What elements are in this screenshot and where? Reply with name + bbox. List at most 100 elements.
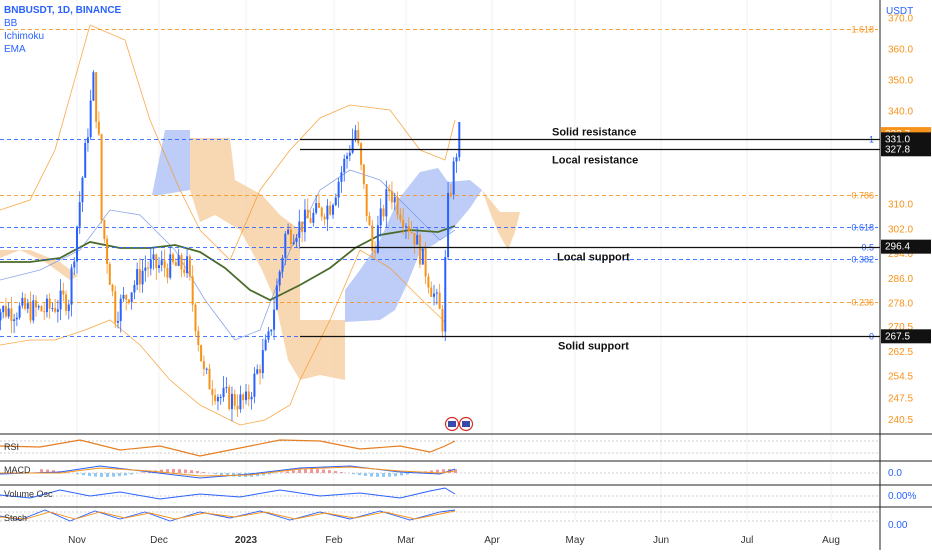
candle: [95, 72, 97, 129]
candle: [237, 394, 239, 417]
candle: [49, 293, 51, 319]
macd-histogram-bar: [178, 469, 181, 473]
candle: [109, 262, 111, 285]
candle-body: [27, 303, 29, 309]
candle: [301, 222, 303, 243]
candle-body: [256, 369, 258, 373]
candle-body: [307, 210, 309, 219]
candle: [30, 292, 32, 324]
candle-body: [340, 172, 342, 181]
candle: [172, 252, 174, 264]
macd-histogram-bar: [280, 472, 283, 473]
candle: [453, 157, 455, 199]
price-tick: 240.5: [888, 415, 913, 426]
candle: [383, 205, 385, 221]
symbol-title[interactable]: BNBUSDT, 1D, BINANCE: [4, 4, 121, 17]
candle: [388, 184, 390, 200]
candle-body: [0, 312, 1, 320]
candle-body: [8, 308, 10, 316]
candle: [253, 367, 255, 403]
candle-body: [183, 269, 185, 273]
stoch-label: Stoch: [4, 513, 27, 523]
candle: [54, 299, 56, 314]
candle-body: [368, 216, 370, 225]
candle: [120, 294, 122, 332]
candle: [147, 261, 149, 277]
candle-body: [276, 285, 278, 309]
candle: [5, 298, 7, 319]
candle-body: [147, 268, 149, 269]
candle-body: [363, 165, 365, 184]
candle: [444, 250, 446, 341]
candle: [46, 295, 48, 318]
candle-body: [444, 257, 446, 332]
flag-icon-fill: [448, 421, 456, 427]
candle: [343, 154, 345, 181]
solid-support-badge: 267.5: [885, 331, 910, 342]
macd-histogram-bar: [202, 472, 205, 473]
candle: [312, 208, 314, 226]
candle-body: [60, 291, 62, 310]
macd-histogram-bar: [214, 473, 217, 474]
macd-histogram-bar: [106, 473, 109, 477]
rsi-line: [0, 440, 455, 456]
candle: [98, 111, 100, 136]
candle-body: [155, 254, 157, 268]
candle: [455, 153, 457, 173]
candle: [338, 178, 340, 208]
macd-label: MACD: [4, 465, 31, 475]
candle-body: [383, 208, 385, 216]
candle: [259, 365, 261, 385]
candle: [8, 302, 10, 318]
candle: [422, 249, 424, 265]
candle-body: [203, 361, 205, 369]
candle: [128, 299, 130, 305]
indicator-ema[interactable]: EMA: [4, 43, 121, 56]
candle-body: [166, 268, 168, 278]
candle-body: [397, 197, 399, 215]
candle-body: [180, 255, 182, 269]
candle: [155, 253, 157, 280]
candle-body: [312, 213, 314, 223]
candle-body: [273, 310, 275, 330]
candle-body: [408, 226, 410, 231]
candle-body: [76, 227, 78, 262]
candle-body: [139, 269, 141, 284]
candle: [81, 176, 83, 212]
candle: [385, 181, 387, 227]
candle-body: [122, 295, 124, 299]
candle: [103, 219, 105, 243]
candle-body: [142, 271, 144, 285]
macd-histogram-bar: [322, 469, 325, 473]
candle-body: [388, 189, 390, 191]
macd-histogram-bar: [400, 473, 403, 475]
macd-histogram-bar: [124, 473, 127, 475]
candle-body: [161, 260, 163, 265]
candle-body: [131, 293, 133, 303]
candle-body: [234, 394, 236, 406]
candle-body: [245, 392, 247, 401]
candle-body: [175, 262, 177, 266]
macd-histogram-bar: [76, 473, 79, 474]
candle: [307, 198, 309, 218]
price-tick: 278.0: [888, 299, 913, 310]
macd-histogram-bar: [334, 471, 337, 473]
macd-histogram-bar: [358, 473, 361, 475]
candle: [352, 129, 354, 154]
candle-body: [399, 215, 401, 220]
candle-body: [453, 161, 455, 194]
candle-body: [293, 242, 295, 244]
cloud-orange-apr: [482, 190, 520, 250]
indicator-bb[interactable]: BB: [4, 17, 121, 30]
macd-histogram-bar: [364, 473, 367, 476]
indicator-ichimoku[interactable]: Ichimoku: [4, 30, 121, 43]
macd-histogram-bar: [184, 470, 187, 473]
volume-osc-line: [0, 488, 455, 499]
candle: [150, 248, 152, 275]
candle-body: [197, 331, 199, 345]
price-tick: 286.0: [888, 274, 913, 285]
candle-body: [217, 397, 219, 401]
candle-body: [231, 394, 233, 409]
